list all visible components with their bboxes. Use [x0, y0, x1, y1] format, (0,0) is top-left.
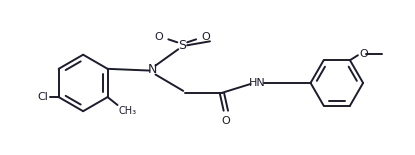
Text: HN: HN — [249, 78, 266, 88]
Text: O: O — [155, 32, 164, 42]
Text: O: O — [201, 32, 210, 42]
Text: CH₃: CH₃ — [119, 106, 137, 116]
Text: Cl: Cl — [37, 92, 48, 102]
Text: N: N — [148, 63, 157, 76]
Text: O: O — [360, 49, 369, 59]
Text: S: S — [178, 39, 186, 52]
Text: O: O — [222, 116, 230, 126]
